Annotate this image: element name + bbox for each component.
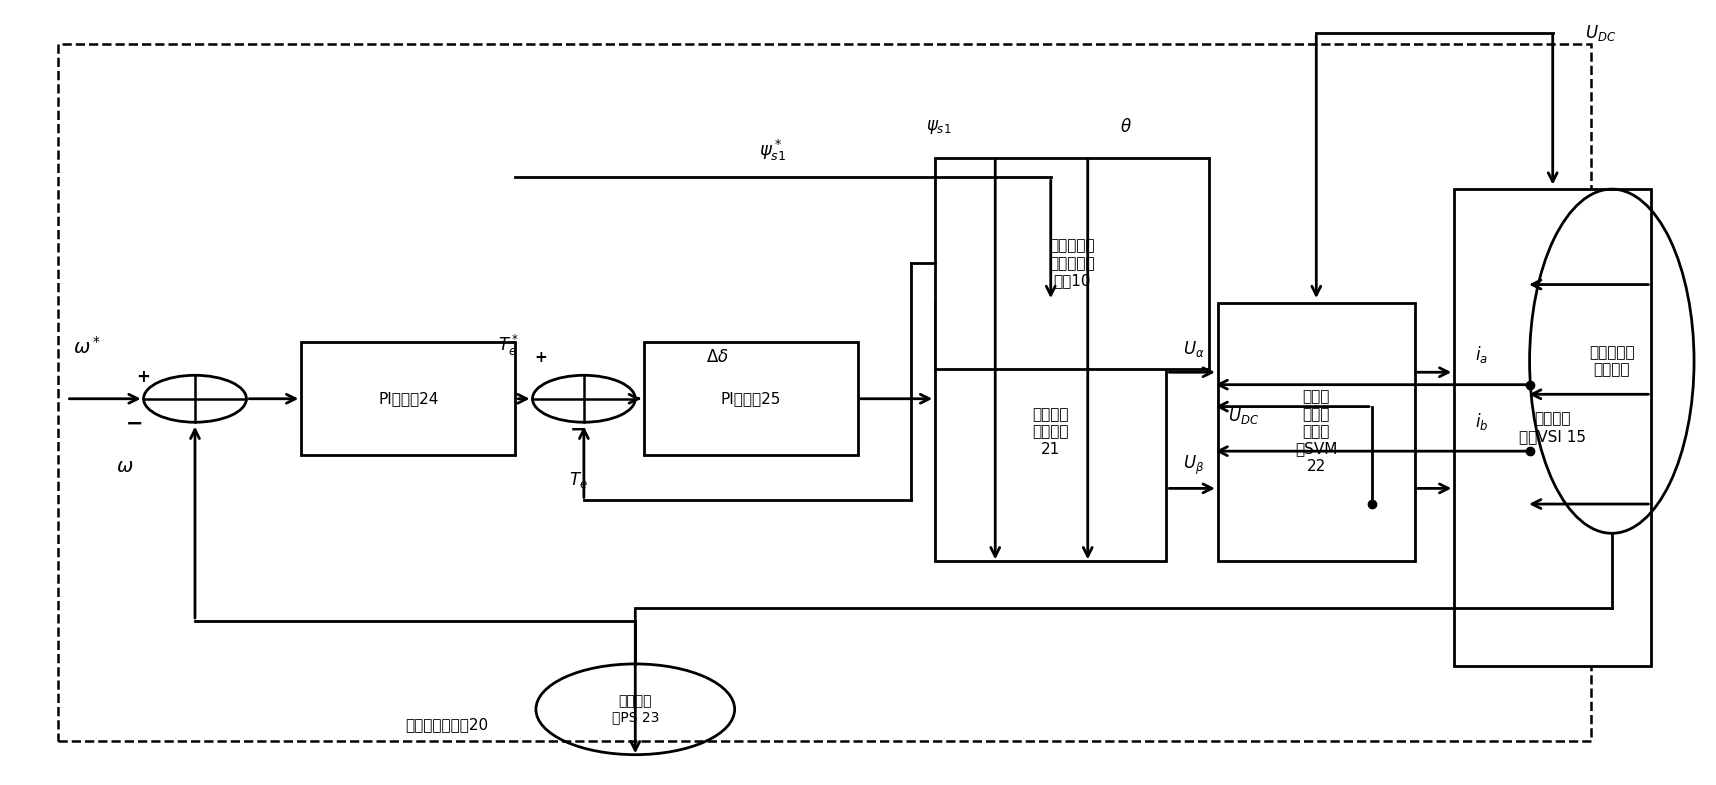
- Text: 空间矢
量脉宽
调制模
块SVM
22: 空间矢 量脉宽 调制模 块SVM 22: [1296, 389, 1337, 474]
- Text: 参考磁链
生成模块
21: 参考磁链 生成模块 21: [1033, 407, 1069, 457]
- Text: 电压源逆
变器VSI 15: 电压源逆 变器VSI 15: [1519, 411, 1586, 444]
- Text: $i_a$: $i_a$: [1476, 345, 1488, 366]
- Text: $U_\alpha$: $U_\alpha$: [1182, 339, 1205, 359]
- Text: 直接转矩控制器20: 直接转矩控制器20: [405, 717, 489, 732]
- Text: −: −: [570, 419, 587, 440]
- Text: $\psi_{s1}$: $\psi_{s1}$: [927, 118, 951, 136]
- Text: $U_{DC}$: $U_{DC}$: [1586, 23, 1616, 42]
- Text: +: +: [535, 350, 547, 365]
- Text: $\Delta\delta$: $\Delta\delta$: [707, 349, 729, 367]
- FancyBboxPatch shape: [302, 341, 515, 455]
- Text: $i_b$: $i_b$: [1474, 411, 1488, 432]
- Text: $\omega^*$: $\omega^*$: [72, 336, 101, 358]
- Text: $T_e^*$: $T_e^*$: [498, 333, 518, 358]
- FancyBboxPatch shape: [1453, 189, 1651, 666]
- FancyBboxPatch shape: [644, 341, 858, 455]
- Text: 无轴承永磁
同步电机: 无轴承永磁 同步电机: [1589, 345, 1635, 378]
- FancyBboxPatch shape: [935, 302, 1167, 560]
- Text: $T_e$: $T_e$: [570, 470, 589, 490]
- Text: $\theta$: $\theta$: [1119, 118, 1131, 136]
- Text: PI控制器24: PI控制器24: [378, 391, 439, 406]
- FancyBboxPatch shape: [935, 158, 1210, 369]
- Text: −: −: [127, 414, 144, 434]
- Text: PI控制器25: PI控制器25: [721, 391, 781, 406]
- Text: 光电编码
器PS 23: 光电编码 器PS 23: [611, 694, 659, 725]
- FancyBboxPatch shape: [1218, 302, 1414, 560]
- Text: +: +: [137, 368, 151, 386]
- Text: 转矩绕组磁
链和转矩观
测器10: 转矩绕组磁 链和转矩观 测器10: [1050, 239, 1095, 288]
- Text: $\omega$: $\omega$: [117, 458, 134, 476]
- Text: $\psi_{s1}^*$: $\psi_{s1}^*$: [758, 137, 786, 162]
- Text: $U_{DC}$: $U_{DC}$: [1229, 406, 1260, 426]
- Text: $U_\beta$: $U_\beta$: [1182, 453, 1205, 476]
